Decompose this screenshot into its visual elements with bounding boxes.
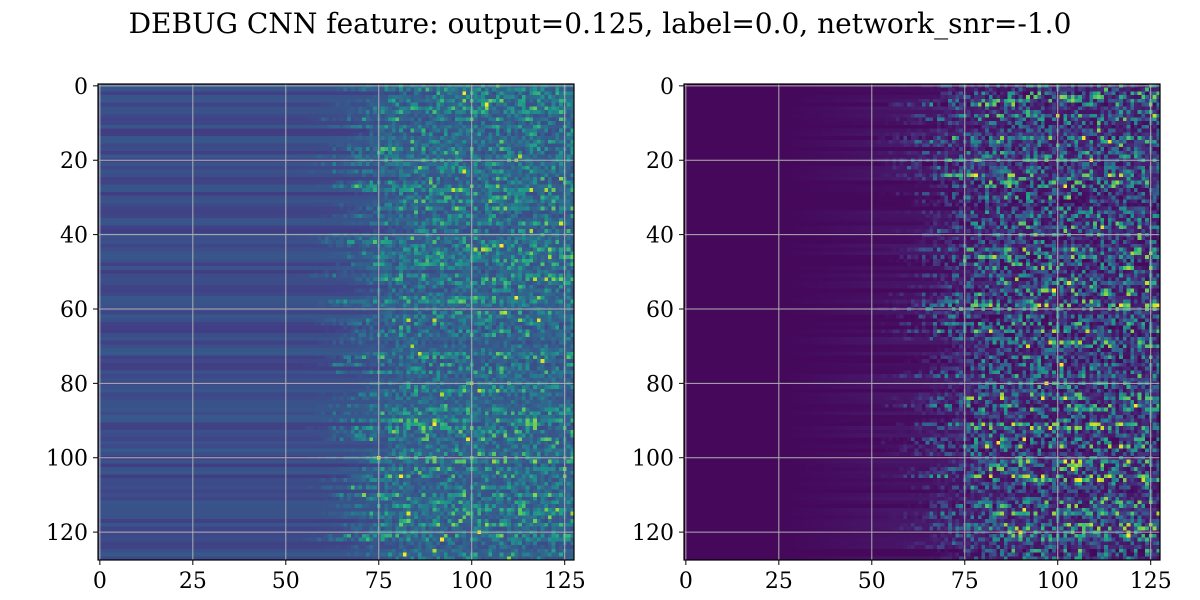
- tick-label-y-100: 100: [46, 447, 88, 472]
- tick-label-y-0: 0: [74, 75, 88, 100]
- axes-frame-right: [683, 83, 1161, 561]
- tick-label-x-50: 50: [272, 569, 300, 594]
- figure-title: DEBUG CNN feature: output=0.125, label=0…: [129, 7, 1072, 40]
- tick-label-y-40: 40: [60, 224, 88, 249]
- tick-label-x-75: 75: [365, 569, 393, 594]
- tick-label-y-20: 20: [646, 149, 674, 174]
- tick-label-y-40: 40: [646, 224, 674, 249]
- tick-label-x-50: 50: [858, 569, 886, 594]
- tick-label-y-100: 100: [632, 447, 674, 472]
- heatmap-panel-left: 0 25 50 75 100 125 0 20 40 60 80 100 120: [46, 75, 586, 594]
- tick-label-y-60: 60: [60, 298, 88, 323]
- tick-label-x-75: 75: [951, 569, 979, 594]
- heatmap-image-left: [98, 84, 574, 560]
- tick-label-x-25: 25: [179, 569, 207, 594]
- tick-label-y-80: 80: [646, 372, 674, 397]
- tick-label-x-100: 100: [1037, 569, 1079, 594]
- ticks-left: 0 25 50 75 100 125 0 20 40 60 80 100 120: [46, 75, 586, 594]
- tick-label-y-80: 80: [60, 372, 88, 397]
- ticks-right: 0 25 50 75 100 125 0 20 40 60 80 100 120: [632, 75, 1172, 594]
- tick-label-x-125: 125: [544, 569, 586, 594]
- tick-label-y-120: 120: [632, 521, 674, 546]
- tick-label-y-0: 0: [660, 75, 674, 100]
- tick-label-x-100: 100: [451, 569, 493, 594]
- tick-label-y-20: 20: [60, 149, 88, 174]
- tick-label-x-25: 25: [765, 569, 793, 594]
- tick-label-x-0: 0: [93, 569, 107, 594]
- heatmap-panel-right: 0 25 50 75 100 125 0 20 40 60 80 100 120: [632, 75, 1172, 594]
- axes-frame-left: [97, 83, 575, 561]
- grid-left: [98, 84, 574, 560]
- heatmap-image-right: [684, 84, 1160, 560]
- tick-label-x-125: 125: [1130, 569, 1172, 594]
- grid-right: [684, 84, 1160, 560]
- tick-label-y-60: 60: [646, 298, 674, 323]
- tick-label-y-120: 120: [46, 521, 88, 546]
- tick-label-x-0: 0: [679, 569, 693, 594]
